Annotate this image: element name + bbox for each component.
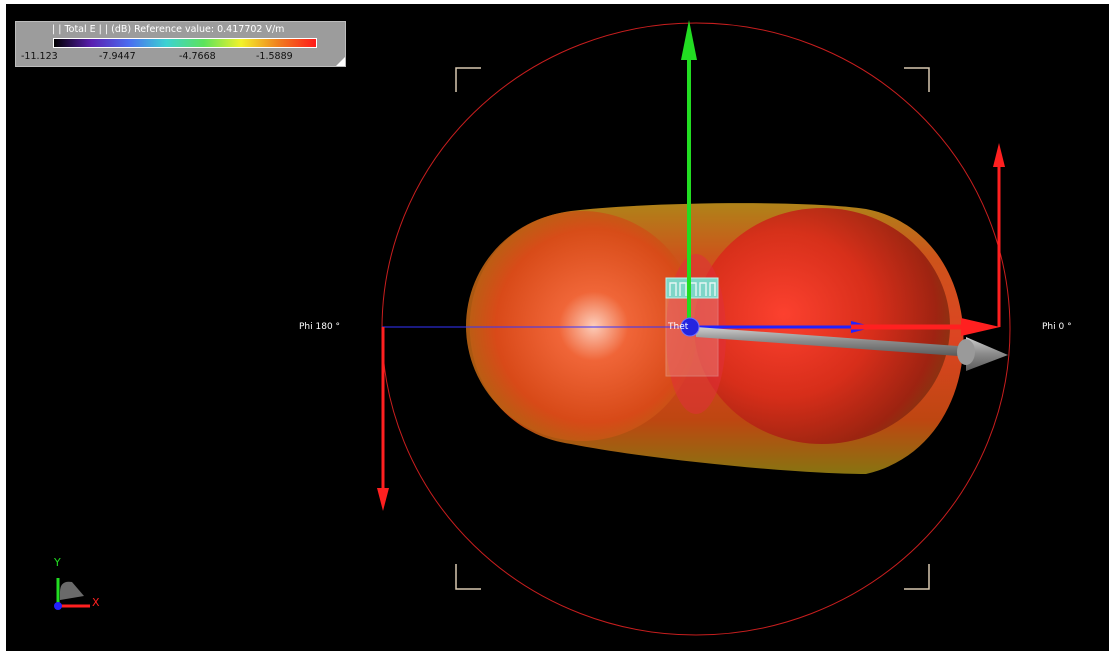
legend-color-bar bbox=[53, 38, 317, 48]
far-field-scene[interactable] bbox=[6, 4, 1109, 651]
view-corner-brackets bbox=[455, 67, 930, 590]
legend-tick-2: -7.9447 bbox=[99, 51, 136, 62]
legend-tick-4: -1.5889 bbox=[256, 51, 293, 62]
theta-arrow-right bbox=[993, 143, 1005, 327]
max-direction-arrow bbox=[696, 327, 1008, 371]
legend-tick-3: -4.7668 bbox=[179, 51, 216, 62]
legend-tick-1: -11.123 bbox=[21, 51, 58, 62]
phi-0-label: Phi 0 ° bbox=[1042, 322, 1072, 332]
y-axis-arrow bbox=[681, 20, 697, 327]
phi-180-label: Phi 180 ° bbox=[299, 322, 341, 332]
theta-label: Thet bbox=[668, 322, 689, 332]
theta-arrow-left bbox=[377, 327, 389, 511]
x-axis-arrow bbox=[851, 318, 1000, 336]
orientation-triad[interactable] bbox=[54, 578, 90, 610]
3d-viewport[interactable]: | | Total E | | (dB) Reference value: 0.… bbox=[6, 4, 1109, 651]
legend-title: | | Total E | | (dB) Reference value: 0.… bbox=[52, 24, 285, 35]
color-legend: | | Total E | | (dB) Reference value: 0.… bbox=[15, 21, 346, 67]
origin-sphere bbox=[680, 317, 700, 337]
triad-x-label: X bbox=[92, 596, 100, 609]
legend-resize-handle[interactable] bbox=[336, 57, 345, 66]
triad-y-label: Y bbox=[54, 556, 61, 569]
